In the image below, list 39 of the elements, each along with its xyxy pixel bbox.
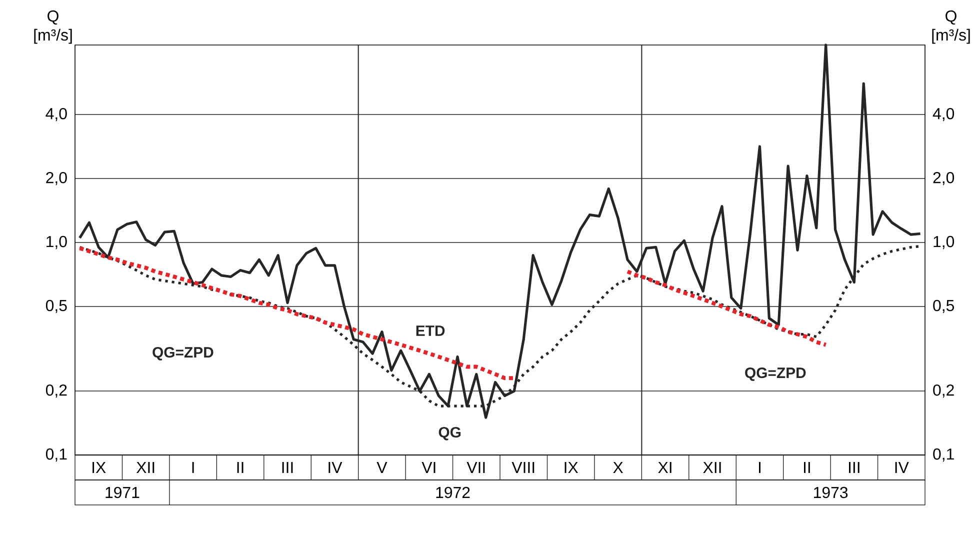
x-tick-label: II — [804, 462, 810, 473]
x-tick-label: IX — [92, 462, 106, 473]
x-tick-label: VIII — [512, 462, 534, 473]
text: 1973 — [814, 486, 848, 498]
text: 0,5 — [46, 300, 67, 314]
x-tick-label: IV — [895, 462, 909, 473]
x-tick-label: IX — [564, 462, 578, 473]
text: 1971 — [106, 486, 140, 498]
y-tick-label: 0,5 — [933, 300, 954, 314]
text: 4,0 — [46, 108, 67, 122]
text: 0,1 — [46, 448, 67, 462]
text: 1,0 — [46, 236, 67, 250]
x-tick-label: II — [237, 462, 244, 473]
annotation: QG=ZPD — [745, 368, 806, 381]
x-tick-label: XI — [658, 462, 672, 473]
y-axis-title: Q [m³/s] — [34, 10, 72, 44]
text: 0,2 — [46, 384, 67, 398]
annotation: QG=ZPD — [152, 347, 214, 360]
x-tick-label: VI — [422, 462, 436, 473]
x-tick-label: VII — [466, 462, 485, 473]
y-tick-label: 0,1 — [933, 448, 954, 462]
x-tick-label: I — [192, 462, 194, 473]
x-tick-label: X — [613, 462, 624, 473]
x-tick-label: I — [758, 462, 760, 473]
annotation: QG — [438, 426, 461, 440]
y-tick-label: 4,0 — [932, 108, 954, 122]
x-tick-label: III — [282, 462, 293, 473]
x-tick-label: III — [849, 462, 860, 473]
x-tick-label: XII — [703, 462, 721, 473]
annotation: ETD — [416, 326, 445, 336]
x-tick-label: XII — [136, 462, 154, 473]
text: 1972 — [436, 486, 470, 498]
y-tick-label: 2,0 — [933, 172, 954, 186]
text: 2,0 — [46, 172, 67, 186]
y2-axis-title: Q [m³/s] — [932, 10, 970, 44]
x-tick-label: IV — [328, 462, 342, 473]
x-tick-label: V — [376, 462, 388, 473]
y-tick-label: 1,0 — [934, 236, 954, 250]
y-tick-label: 0,2 — [933, 384, 954, 398]
